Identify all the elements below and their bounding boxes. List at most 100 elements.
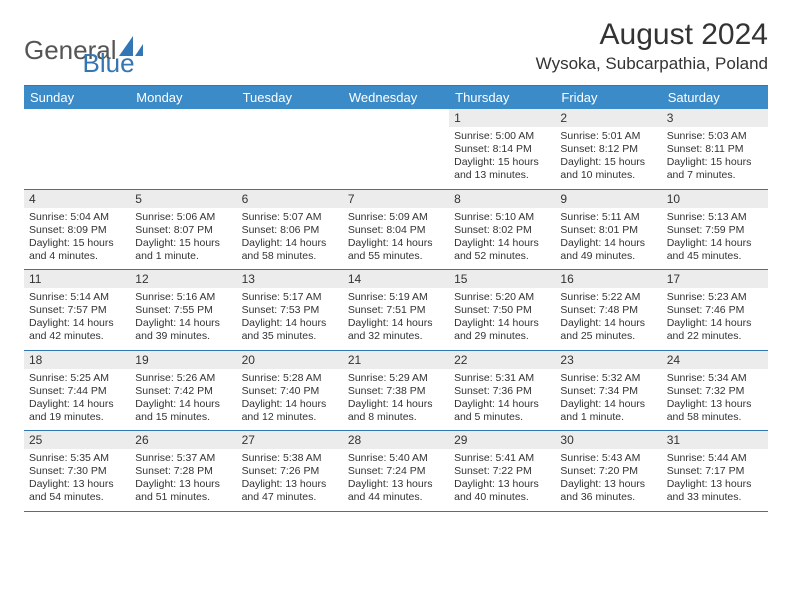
day-details: Sunrise: 5:40 AMSunset: 7:24 PMDaylight:… xyxy=(343,449,449,511)
day-number: 15 xyxy=(449,270,555,288)
calendar-week-row: 11Sunrise: 5:14 AMSunset: 7:57 PMDayligh… xyxy=(24,270,768,351)
daylight-line: Daylight: 14 hours and 1 minute. xyxy=(560,398,656,424)
sunrise-line: Sunrise: 5:29 AM xyxy=(348,372,444,385)
sunrise-line: Sunrise: 5:20 AM xyxy=(454,291,550,304)
daylight-line: Daylight: 13 hours and 40 minutes. xyxy=(454,478,550,504)
calendar-day-cell: 1Sunrise: 5:00 AMSunset: 8:14 PMDaylight… xyxy=(449,109,555,189)
calendar-day-cell: 24Sunrise: 5:34 AMSunset: 7:32 PMDayligh… xyxy=(662,350,768,431)
sunset-line: Sunset: 7:24 PM xyxy=(348,465,444,478)
daylight-line: Daylight: 14 hours and 29 minutes. xyxy=(454,317,550,343)
day-number: 30 xyxy=(555,431,661,449)
sunset-line: Sunset: 7:50 PM xyxy=(454,304,550,317)
sunset-line: Sunset: 7:44 PM xyxy=(29,385,125,398)
location-subtitle: Wysoka, Subcarpathia, Poland xyxy=(536,54,768,74)
calendar-day-cell xyxy=(130,109,236,189)
weekday-header: Tuesday xyxy=(237,86,343,109)
day-details: Sunrise: 5:23 AMSunset: 7:46 PMDaylight:… xyxy=(662,288,768,350)
calendar-day-cell: 12Sunrise: 5:16 AMSunset: 7:55 PMDayligh… xyxy=(130,270,236,351)
weekday-header: Thursday xyxy=(449,86,555,109)
sunset-line: Sunset: 7:48 PM xyxy=(560,304,656,317)
day-details: Sunrise: 5:35 AMSunset: 7:30 PMDaylight:… xyxy=(24,449,130,511)
daylight-line: Daylight: 14 hours and 45 minutes. xyxy=(667,237,763,263)
sunset-line: Sunset: 7:53 PM xyxy=(242,304,338,317)
weekday-header: Wednesday xyxy=(343,86,449,109)
sunset-line: Sunset: 8:01 PM xyxy=(560,224,656,237)
day-number: 24 xyxy=(662,351,768,369)
day-details: Sunrise: 5:10 AMSunset: 8:02 PMDaylight:… xyxy=(449,208,555,270)
daylight-line: Daylight: 14 hours and 49 minutes. xyxy=(560,237,656,263)
calendar-day-cell: 8Sunrise: 5:10 AMSunset: 8:02 PMDaylight… xyxy=(449,189,555,270)
sunrise-line: Sunrise: 5:38 AM xyxy=(242,452,338,465)
day-number: 8 xyxy=(449,190,555,208)
day-number: 23 xyxy=(555,351,661,369)
sunset-line: Sunset: 7:40 PM xyxy=(242,385,338,398)
calendar-day-cell: 9Sunrise: 5:11 AMSunset: 8:01 PMDaylight… xyxy=(555,189,661,270)
daylight-line: Daylight: 14 hours and 39 minutes. xyxy=(135,317,231,343)
sunrise-line: Sunrise: 5:04 AM xyxy=(29,211,125,224)
day-details: Sunrise: 5:22 AMSunset: 7:48 PMDaylight:… xyxy=(555,288,661,350)
sunset-line: Sunset: 7:42 PM xyxy=(135,385,231,398)
sunrise-line: Sunrise: 5:03 AM xyxy=(667,130,763,143)
calendar-day-cell: 4Sunrise: 5:04 AMSunset: 8:09 PMDaylight… xyxy=(24,189,130,270)
day-details: Sunrise: 5:16 AMSunset: 7:55 PMDaylight:… xyxy=(130,288,236,350)
sunset-line: Sunset: 8:04 PM xyxy=(348,224,444,237)
sunrise-line: Sunrise: 5:10 AM xyxy=(454,211,550,224)
daylight-line: Daylight: 13 hours and 47 minutes. xyxy=(242,478,338,504)
sunrise-line: Sunrise: 5:11 AM xyxy=(560,211,656,224)
calendar-day-cell: 28Sunrise: 5:40 AMSunset: 7:24 PMDayligh… xyxy=(343,431,449,512)
day-details: Sunrise: 5:34 AMSunset: 7:32 PMDaylight:… xyxy=(662,369,768,431)
daylight-line: Daylight: 14 hours and 55 minutes. xyxy=(348,237,444,263)
calendar-day-cell: 16Sunrise: 5:22 AMSunset: 7:48 PMDayligh… xyxy=(555,270,661,351)
daylight-line: Daylight: 14 hours and 19 minutes. xyxy=(29,398,125,424)
calendar-day-cell: 27Sunrise: 5:38 AMSunset: 7:26 PMDayligh… xyxy=(237,431,343,512)
sunrise-line: Sunrise: 5:14 AM xyxy=(29,291,125,304)
weekday-header: Friday xyxy=(555,86,661,109)
daylight-line: Daylight: 13 hours and 58 minutes. xyxy=(667,398,763,424)
sunset-line: Sunset: 7:26 PM xyxy=(242,465,338,478)
sunrise-line: Sunrise: 5:00 AM xyxy=(454,130,550,143)
sunrise-line: Sunrise: 5:07 AM xyxy=(242,211,338,224)
daylight-line: Daylight: 14 hours and 22 minutes. xyxy=(667,317,763,343)
sunset-line: Sunset: 7:30 PM xyxy=(29,465,125,478)
sunset-line: Sunset: 7:57 PM xyxy=(29,304,125,317)
calendar-day-cell: 22Sunrise: 5:31 AMSunset: 7:36 PMDayligh… xyxy=(449,350,555,431)
sunrise-line: Sunrise: 5:28 AM xyxy=(242,372,338,385)
sunset-line: Sunset: 7:38 PM xyxy=(348,385,444,398)
calendar-day-cell: 13Sunrise: 5:17 AMSunset: 7:53 PMDayligh… xyxy=(237,270,343,351)
day-number: 7 xyxy=(343,190,449,208)
daylight-line: Daylight: 14 hours and 35 minutes. xyxy=(242,317,338,343)
day-details: Sunrise: 5:17 AMSunset: 7:53 PMDaylight:… xyxy=(237,288,343,350)
day-details: Sunrise: 5:31 AMSunset: 7:36 PMDaylight:… xyxy=(449,369,555,431)
daylight-line: Daylight: 14 hours and 58 minutes. xyxy=(242,237,338,263)
logo: General Blue xyxy=(24,22,135,79)
sunrise-line: Sunrise: 5:06 AM xyxy=(135,211,231,224)
day-number: 21 xyxy=(343,351,449,369)
page-title: August 2024 xyxy=(536,18,768,52)
sunrise-line: Sunrise: 5:01 AM xyxy=(560,130,656,143)
day-number: 1 xyxy=(449,109,555,127)
calendar-day-cell: 23Sunrise: 5:32 AMSunset: 7:34 PMDayligh… xyxy=(555,350,661,431)
day-details: Sunrise: 5:25 AMSunset: 7:44 PMDaylight:… xyxy=(24,369,130,431)
sunrise-line: Sunrise: 5:13 AM xyxy=(667,211,763,224)
sunrise-line: Sunrise: 5:26 AM xyxy=(135,372,231,385)
sunset-line: Sunset: 8:11 PM xyxy=(667,143,763,156)
calendar-day-cell xyxy=(237,109,343,189)
title-block: August 2024 Wysoka, Subcarpathia, Poland xyxy=(536,18,768,74)
calendar-day-cell: 2Sunrise: 5:01 AMSunset: 8:12 PMDaylight… xyxy=(555,109,661,189)
calendar-week-row: 1Sunrise: 5:00 AMSunset: 8:14 PMDaylight… xyxy=(24,109,768,189)
calendar-day-cell: 17Sunrise: 5:23 AMSunset: 7:46 PMDayligh… xyxy=(662,270,768,351)
daylight-line: Daylight: 15 hours and 1 minute. xyxy=(135,237,231,263)
day-number: 29 xyxy=(449,431,555,449)
daylight-line: Daylight: 13 hours and 51 minutes. xyxy=(135,478,231,504)
daylight-line: Daylight: 15 hours and 10 minutes. xyxy=(560,156,656,182)
calendar-day-cell: 18Sunrise: 5:25 AMSunset: 7:44 PMDayligh… xyxy=(24,350,130,431)
day-details: Sunrise: 5:26 AMSunset: 7:42 PMDaylight:… xyxy=(130,369,236,431)
day-details: Sunrise: 5:29 AMSunset: 7:38 PMDaylight:… xyxy=(343,369,449,431)
sunrise-line: Sunrise: 5:09 AM xyxy=(348,211,444,224)
day-details: Sunrise: 5:04 AMSunset: 8:09 PMDaylight:… xyxy=(24,208,130,270)
sunrise-line: Sunrise: 5:25 AM xyxy=(29,372,125,385)
day-number: 20 xyxy=(237,351,343,369)
daylight-line: Daylight: 13 hours and 36 minutes. xyxy=(560,478,656,504)
sunrise-line: Sunrise: 5:40 AM xyxy=(348,452,444,465)
daylight-line: Daylight: 14 hours and 5 minutes. xyxy=(454,398,550,424)
